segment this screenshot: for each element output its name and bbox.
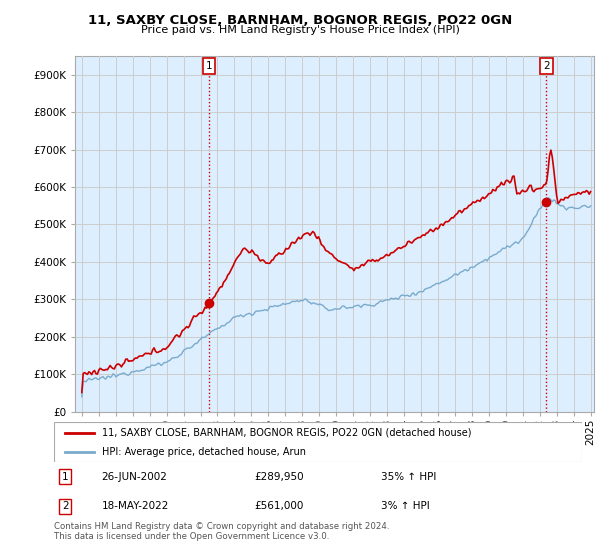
Text: 2: 2: [543, 62, 550, 71]
Text: 35% ↑ HPI: 35% ↑ HPI: [382, 472, 437, 482]
Text: 1: 1: [62, 472, 68, 482]
Text: 3% ↑ HPI: 3% ↑ HPI: [382, 501, 430, 511]
Text: £561,000: £561,000: [254, 501, 304, 511]
Text: 26-JUN-2002: 26-JUN-2002: [101, 472, 167, 482]
Text: 18-MAY-2022: 18-MAY-2022: [101, 501, 169, 511]
Text: 11, SAXBY CLOSE, BARNHAM, BOGNOR REGIS, PO22 0GN: 11, SAXBY CLOSE, BARNHAM, BOGNOR REGIS, …: [88, 14, 512, 27]
Text: 2: 2: [62, 501, 68, 511]
Text: £289,950: £289,950: [254, 472, 304, 482]
Text: Contains HM Land Registry data © Crown copyright and database right 2024.
This d: Contains HM Land Registry data © Crown c…: [54, 522, 389, 542]
Text: 11, SAXBY CLOSE, BARNHAM, BOGNOR REGIS, PO22 0GN (detached house): 11, SAXBY CLOSE, BARNHAM, BOGNOR REGIS, …: [101, 428, 471, 438]
Text: Price paid vs. HM Land Registry's House Price Index (HPI): Price paid vs. HM Land Registry's House …: [140, 25, 460, 35]
Text: HPI: Average price, detached house, Arun: HPI: Average price, detached house, Arun: [101, 447, 305, 457]
Text: 1: 1: [206, 62, 212, 71]
